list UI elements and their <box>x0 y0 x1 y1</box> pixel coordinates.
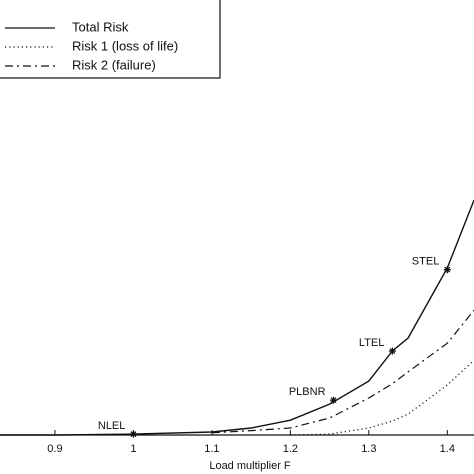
legend-box <box>0 0 221 79</box>
legend-label: Total Risk <box>72 19 129 34</box>
annotation-marker <box>388 347 396 355</box>
annotation-label: NLEL <box>98 420 126 432</box>
legend: Total Risk Risk 1 (loss of life) Risk 2 (f… <box>0 0 221 79</box>
x-tick-label: 1.2 <box>283 443 298 455</box>
x-tick-label: 1.4 <box>440 443 455 455</box>
annotation-marker <box>330 396 338 404</box>
marker-stroke <box>330 397 337 404</box>
annotation-label: STEL <box>412 256 440 268</box>
marker-stroke <box>130 431 137 438</box>
marker-stroke <box>444 266 451 273</box>
legend-label: Risk 2 (failure) <box>72 57 156 72</box>
annotation-marker <box>129 430 137 438</box>
marker-stroke <box>389 348 396 355</box>
x-tick-label: 1 <box>130 443 136 455</box>
x-tick-label: 1.3 <box>361 443 376 455</box>
annotation-label: PLBNR <box>289 386 326 398</box>
x-tick-label: 1.1 <box>204 443 219 455</box>
x-tick-label: 0.9 <box>47 443 62 455</box>
series-line <box>0 199 474 436</box>
legend-label: Risk 1 (loss of life) <box>72 38 178 53</box>
annotation-label: LTEL <box>359 337 384 349</box>
series-line <box>211 309 474 434</box>
annotation-marker <box>443 266 451 274</box>
x-axis-label: Load multiplier F <box>209 460 291 472</box>
